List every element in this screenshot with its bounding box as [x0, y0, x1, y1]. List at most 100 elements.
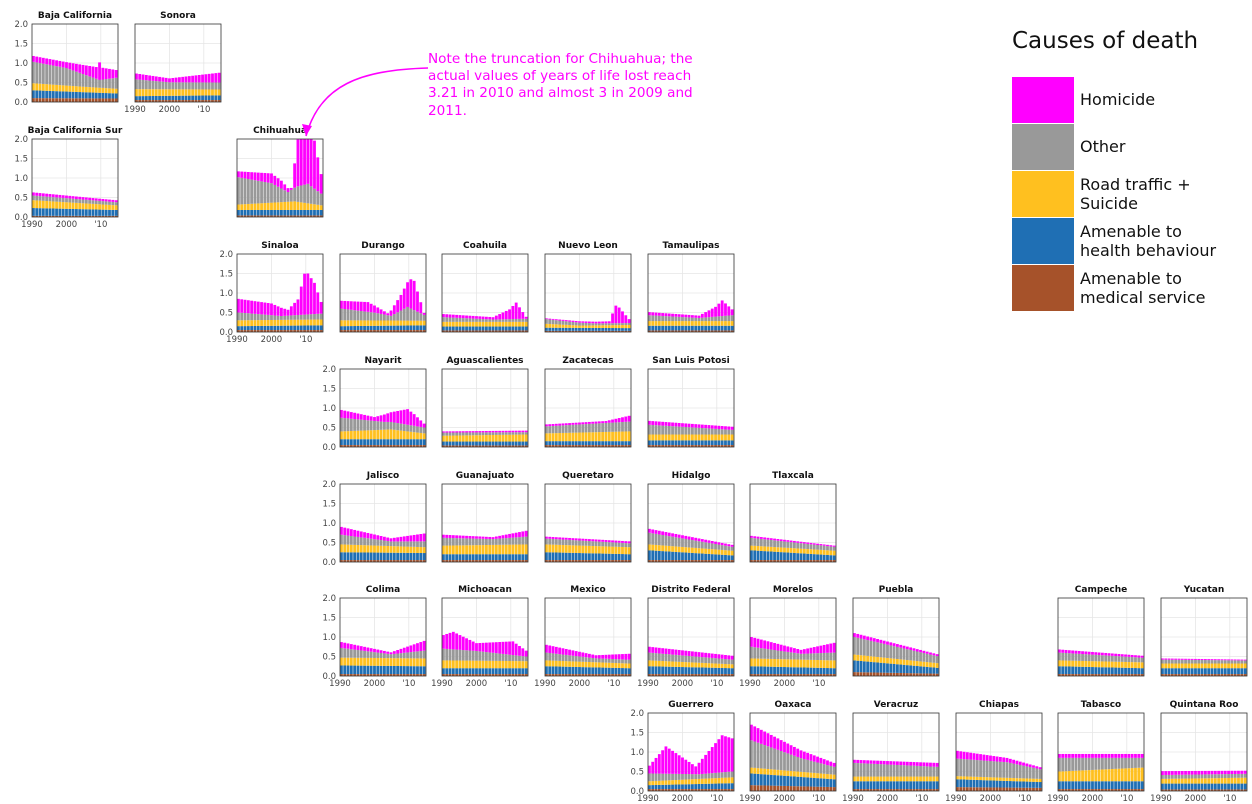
bar-medical: [614, 674, 618, 676]
bar-medical: [759, 785, 763, 791]
bar-homicide: [604, 654, 608, 659]
bar-medical: [1164, 789, 1168, 791]
bar-other: [263, 181, 267, 204]
bar-other: [416, 426, 419, 433]
bar-other: [925, 653, 929, 663]
bar-health: [604, 327, 608, 331]
bar-medical: [588, 674, 591, 676]
bar-homicide: [753, 637, 757, 648]
bar-other: [922, 653, 926, 662]
bar-other: [1204, 774, 1207, 779]
bar-road: [41, 200, 45, 209]
bar-medical: [98, 215, 101, 217]
bar-other: [710, 316, 714, 322]
bar-medical: [667, 789, 671, 791]
bar-medical: [816, 674, 819, 676]
bar-homicide: [607, 321, 611, 324]
bar-road: [1077, 770, 1081, 782]
bar-health: [872, 662, 876, 673]
x-tick-label: 1990: [226, 335, 248, 345]
bar-other: [720, 545, 724, 550]
bar-health: [346, 665, 350, 675]
bar-road: [730, 434, 734, 441]
bar-homicide: [969, 752, 973, 760]
bar-health: [359, 325, 363, 331]
bar-medical: [935, 673, 939, 676]
bar-medical: [1213, 674, 1217, 676]
bar-road: [561, 432, 565, 442]
bar-medical: [561, 674, 565, 676]
bar-other: [694, 317, 698, 322]
bar-homicide: [671, 313, 674, 317]
bar-road: [91, 87, 95, 93]
bar-medical: [876, 789, 879, 791]
bar-other: [654, 773, 658, 781]
bar-medical: [882, 672, 886, 676]
bar-homicide: [1104, 753, 1108, 758]
bar-health: [402, 439, 406, 446]
bar-homicide: [1008, 758, 1012, 763]
bar-medical: [306, 330, 310, 332]
bar-homicide: [1174, 771, 1178, 775]
bar-other: [478, 538, 482, 546]
bar-homicide: [458, 635, 462, 650]
bar-road: [250, 203, 254, 210]
bar-medical: [207, 100, 211, 102]
bar-other: [422, 314, 426, 321]
bar-health: [1197, 668, 1201, 675]
bar-homicide: [171, 77, 175, 83]
bar-other: [730, 546, 734, 551]
bar-health: [256, 325, 260, 331]
bar-medical: [687, 674, 691, 676]
bar-other: [896, 764, 899, 777]
bar-road: [667, 434, 671, 441]
bar-medical: [892, 789, 896, 791]
bar-medical: [465, 674, 468, 676]
bar-health: [1167, 783, 1171, 790]
bar-homicide: [1180, 771, 1184, 775]
bar-other: [558, 425, 562, 434]
bar-road: [1091, 769, 1094, 782]
bar-homicide: [1204, 659, 1207, 661]
bar-health: [442, 668, 445, 675]
bar-other: [574, 540, 578, 546]
bar-medical: [518, 674, 521, 676]
bar-road: [697, 434, 701, 441]
bar-road: [48, 201, 52, 209]
bar-health: [564, 327, 568, 331]
bar-medical: [1167, 674, 1171, 676]
bar-homicide: [667, 648, 671, 655]
bar-medical: [681, 330, 684, 332]
bar-other: [677, 316, 681, 322]
bar-health: [518, 554, 521, 561]
bar-homicide: [1197, 770, 1201, 775]
bar-medical: [627, 560, 631, 562]
bar-other: [138, 79, 142, 90]
bar-other: [1177, 659, 1181, 664]
bar-medical: [45, 98, 49, 102]
bar-medical: [1081, 789, 1084, 791]
bar-road: [776, 547, 780, 552]
bar-other: [826, 546, 829, 551]
bar-road: [707, 321, 711, 326]
bar-medical: [1194, 674, 1197, 676]
bar-other: [604, 541, 608, 547]
bar-road: [514, 661, 518, 669]
panel-chihuahua: Chihuahua: [236, 126, 324, 218]
bar-road: [697, 662, 701, 668]
bar-homicide: [648, 528, 651, 533]
bar-road: [491, 544, 495, 555]
bar-homicide: [501, 312, 505, 320]
bar-road: [369, 545, 373, 553]
bar-health: [518, 326, 521, 331]
bar-road: [458, 321, 462, 327]
bar-health: [187, 95, 191, 101]
bar-homicide: [396, 410, 400, 424]
bar-other: [448, 537, 452, 546]
bar-medical: [985, 787, 989, 791]
bar-health: [925, 666, 929, 674]
bar-health: [667, 666, 671, 675]
bar-homicide: [611, 313, 614, 324]
bar-homicide: [1114, 653, 1118, 657]
y-tick-label: 0.5: [322, 424, 336, 434]
